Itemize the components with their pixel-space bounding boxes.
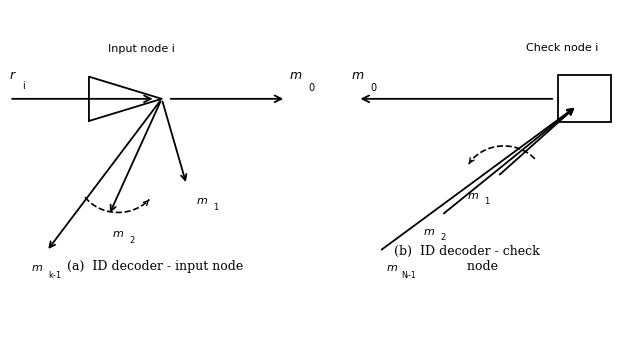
Text: m: m [197,196,208,206]
Text: (b)  ID decoder - check
        node: (b) ID decoder - check node [394,245,539,273]
Text: m: m [32,263,43,273]
Text: 1: 1 [484,197,490,206]
Text: 0: 0 [370,83,376,93]
Text: r: r [9,69,14,82]
Text: i: i [22,80,24,91]
Text: m: m [289,69,301,82]
Text: m: m [467,191,478,201]
Text: k-1: k-1 [48,271,61,280]
Text: 2: 2 [440,233,446,242]
Text: m: m [351,69,363,82]
Text: 1: 1 [213,203,219,212]
Bar [559,75,611,122]
Text: Check node i: Check node i [526,43,598,53]
Text: (a)  ID decoder - input node: (a) ID decoder - input node [67,261,244,273]
Text: m: m [386,263,397,273]
Text: Nᵢ-1: Nᵢ-1 [402,271,416,280]
Text: m: m [424,227,435,237]
Text: m: m [113,230,124,239]
Text: 0: 0 [308,83,314,93]
Text: 2: 2 [129,236,135,245]
Text: Input node i: Input node i [108,45,175,54]
